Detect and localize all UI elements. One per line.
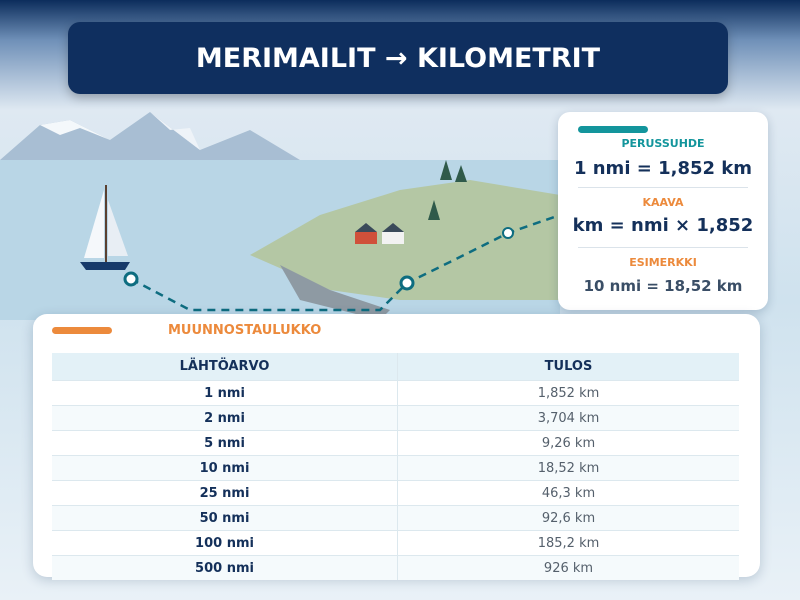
table-row: 500 nmi 926 km: [52, 555, 739, 580]
column-header: TULOS: [397, 353, 739, 381]
section-text: km = nmi × 1,852: [572, 215, 754, 236]
column-header: LÄHTÖARVO: [52, 353, 398, 381]
table-row: 1 nmi 1,852 km: [52, 380, 739, 406]
section-text: 1 nmi = 1,852 km: [573, 158, 753, 179]
table-cell: 18,52 km: [397, 455, 739, 481]
accent-bar: [578, 126, 648, 133]
table-row: 2 nmi 3,704 km: [52, 405, 739, 431]
table-row: 25 nmi 46,3 km: [52, 480, 739, 506]
conversion-table: LÄHTÖARVO TULOS 1 nmi 1,852 km 2 nmi 3,704 k…: [52, 353, 739, 580]
accent-bar: [52, 327, 112, 334]
table-cell: 926 km: [397, 555, 739, 580]
table-cell: 500 nmi: [52, 555, 398, 580]
section-label: ESIMERKKI: [629, 256, 697, 269]
section-text: 10 nmi = 18,52 km: [583, 277, 743, 295]
table-row: 5 nmi 9,26 km: [52, 430, 739, 456]
table-body: 1 nmi 1,852 km 2 nmi 3,704 km 5 nmi 9,26 km 10…: [52, 380, 739, 580]
table-cell: 185,2 km: [397, 530, 739, 556]
table-cell: 25 nmi: [52, 480, 398, 506]
table-row: 50 nmi 92,6 km: [52, 505, 739, 531]
table-cell: 5 nmi: [52, 430, 398, 456]
table-title: MUUNNOSTAULUKKO: [168, 323, 322, 338]
table-cell: 2 nmi: [52, 405, 398, 431]
title-banner: MERIMAILIT → KILOMETRIT: [68, 22, 728, 94]
table-cell: 9,26 km: [397, 430, 739, 456]
table-row: 10 nmi 18,52 km: [52, 455, 739, 481]
info-card: PERUSSUHDE 1 nmi = 1,852 km KAAVA km = n…: [558, 112, 768, 310]
table-row: 100 nmi 185,2 km: [52, 530, 739, 556]
table-cell: 92,6 km: [397, 505, 739, 531]
divider: [578, 247, 748, 248]
table-cell: 46,3 km: [397, 480, 739, 506]
divider: [578, 187, 748, 188]
table-card: MUUNNOSTAULUKKO LÄHTÖARVO TULOS 1 nmi 1,85…: [33, 314, 760, 580]
title: MERIMAILIT → KILOMETRIT: [195, 42, 601, 74]
section-label: KAAVA: [642, 196, 684, 209]
table-cell: 10 nmi: [52, 455, 398, 481]
table-cell: 50 nmi: [52, 505, 398, 531]
header-row: LÄHTÖARVO TULOS: [52, 353, 739, 381]
table-cell: 100 nmi: [52, 530, 398, 556]
table-cell: 1 nmi: [52, 380, 398, 406]
table-cell: 3,704 km: [397, 405, 739, 431]
section-label: PERUSSUHDE: [621, 137, 705, 150]
table-cell: 1,852 km: [397, 380, 739, 406]
